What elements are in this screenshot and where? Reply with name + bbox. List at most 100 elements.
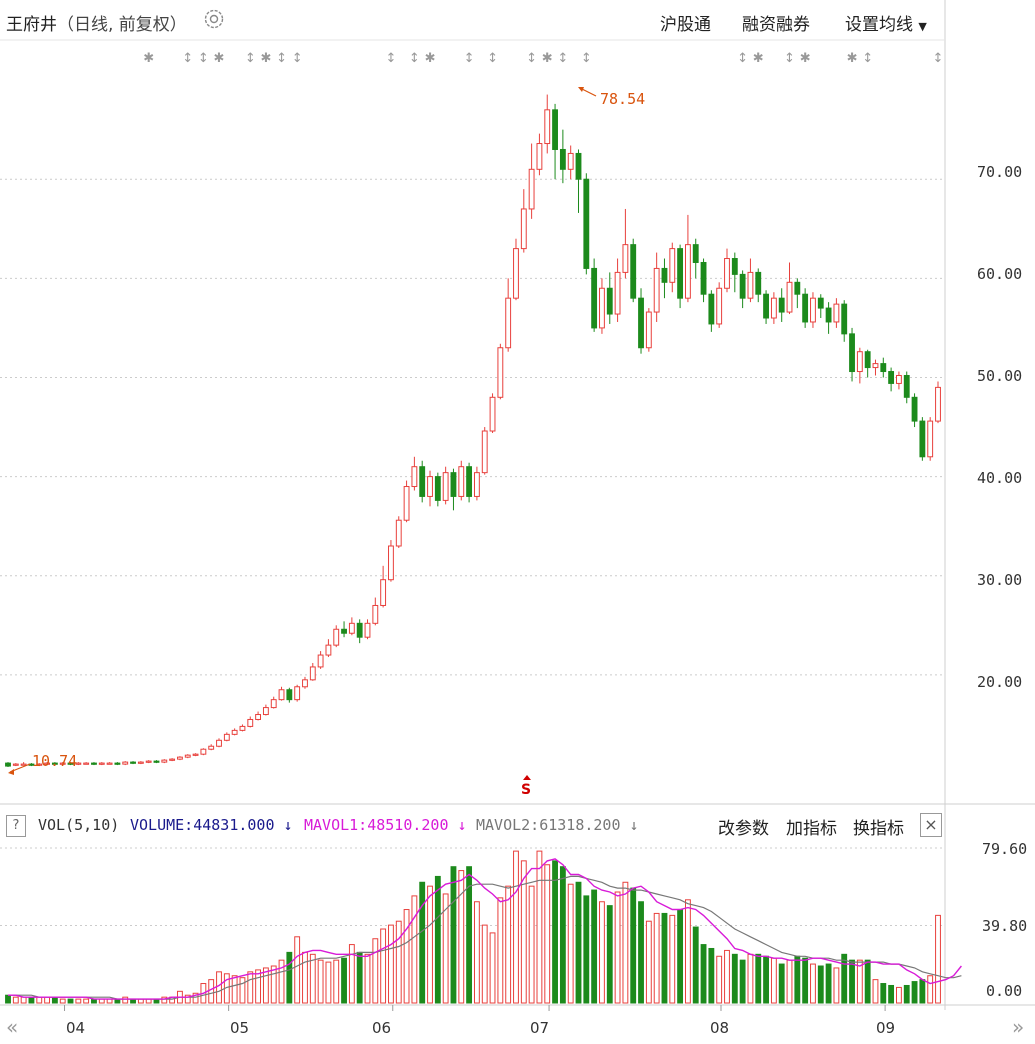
candle-body: [567, 152, 574, 170]
volume-bar: [317, 959, 324, 1004]
month-label: 06: [372, 1019, 392, 1037]
candle-body: [817, 297, 824, 309]
candle-body: [122, 761, 129, 765]
candle-body: [130, 761, 136, 764]
volume-bar: [184, 994, 191, 1004]
mavol2-value: MAVOL2:61318.200 ↓: [476, 816, 639, 834]
candle-body: [184, 754, 191, 758]
volume-bar: [20, 996, 27, 1004]
volume-bar: [731, 953, 738, 1004]
candle-body: [739, 273, 746, 299]
info-marker-icon: ✱: [260, 51, 271, 66]
help-button[interactable]: ?: [6, 815, 26, 837]
candle-body: [536, 143, 543, 170]
candle-body: [91, 762, 97, 765]
info-marker-icon: ↕: [182, 51, 193, 66]
info-marker-icon: ↕: [784, 51, 795, 66]
candle-body: [583, 178, 590, 269]
close-panel-button[interactable]: ×: [920, 813, 942, 837]
volume-bar: [309, 953, 316, 1004]
candle-body: [919, 420, 926, 458]
volume-bar: [325, 961, 332, 1004]
candle-body: [59, 762, 66, 765]
volume-bar: [364, 953, 371, 1004]
volume-bar: [927, 975, 934, 1004]
volume-bar: [333, 959, 340, 1004]
candle-body: [856, 351, 863, 373]
scroll-left-button[interactable]: «: [6, 1015, 19, 1039]
info-marker-icon: ✱: [425, 51, 436, 66]
candle-body: [927, 420, 934, 458]
volume-bar: [856, 959, 863, 1004]
mavol1-line: [8, 858, 962, 1000]
info-marker-icon: ↕: [385, 51, 396, 66]
volume-bar: [669, 914, 676, 1004]
hk-connect-link[interactable]: 沪股通: [660, 15, 711, 35]
candle-body: [692, 244, 699, 263]
candle-body: [473, 472, 480, 497]
price-tick-label: 70.00: [977, 163, 1023, 181]
info-marker-icon: ✱: [847, 51, 858, 66]
volume-bar: [161, 996, 168, 1004]
info-markers: ✱ ↕ ↕ ✱ ↕ ✱ ↕ ↕ ↕ ↕ ✱ ↕ ↕ ↕ ✱ ↕ ↕ ↕ ✱ ↕ ✱ ✱ ↕ ↕: [143, 51, 943, 66]
info-marker-icon: ↕: [581, 51, 592, 66]
candle-body: [497, 347, 504, 398]
volume-bar: [770, 957, 777, 1004]
info-marker-icon: ✱: [753, 51, 764, 66]
volume-bar: [536, 850, 543, 1004]
info-marker-icon: ✱: [143, 51, 154, 66]
volume-bar: [802, 957, 809, 1004]
settings-gear-icon[interactable]: [203, 8, 225, 30]
volume-bar: [684, 899, 691, 1004]
dropdown-caret-icon: ▼: [918, 20, 927, 33]
low-price-label: 10.74: [32, 752, 78, 770]
info-marker-icon: ↕: [198, 51, 209, 66]
volume-bar: [51, 996, 58, 1004]
month-label: 05: [230, 1019, 250, 1037]
switch-indicator-button[interactable]: 换指标: [853, 819, 904, 839]
add-indicator-button[interactable]: 加指标: [786, 819, 837, 839]
volume-bar: [872, 979, 879, 1004]
candle-body: [403, 486, 410, 521]
candle-body: [630, 244, 637, 299]
signal-marker[interactable]: S: [521, 782, 532, 798]
volume-bar: [583, 895, 590, 1004]
candle-body: [599, 287, 605, 329]
volume-bar: [810, 963, 816, 1004]
volume-tick-label: 79.60: [982, 840, 1028, 858]
candle-body: [661, 267, 668, 283]
volume-bar: [411, 895, 418, 1004]
candle-body: [309, 666, 316, 681]
candle-body: [841, 303, 848, 335]
volume-bar: [630, 887, 637, 1004]
volume-bar: [739, 959, 746, 1004]
candle-body: [247, 718, 254, 727]
margin-trading-link[interactable]: 融资融券: [742, 15, 810, 35]
candle-body: [684, 244, 691, 299]
volume-bar: [708, 947, 715, 1004]
volume-bar: [372, 938, 379, 1004]
volume-bar: [864, 959, 871, 1004]
change-params-button[interactable]: 改参数: [718, 819, 769, 839]
volume-value-text: VOLUME:44831.000: [130, 816, 275, 834]
volume-bar: [356, 951, 363, 1004]
volume-bar: [724, 949, 730, 1004]
set-ma-link[interactable]: 设置均线 ▼: [845, 10, 927, 35]
high-price-label: 78.54: [600, 90, 646, 108]
volume-bar: [677, 909, 684, 1004]
volume-bar: [794, 955, 801, 1004]
volume-bar: [513, 850, 519, 1004]
down-arrow-icon: ↓: [283, 816, 293, 834]
candle-body: [239, 725, 246, 731]
candle-body: [44, 762, 50, 765]
candle-body: [333, 628, 340, 646]
month-label: 09: [876, 1019, 896, 1037]
info-marker-icon: ↕: [862, 51, 873, 66]
volume-bar: [348, 944, 355, 1004]
candle-body: [778, 297, 785, 313]
month-label: 04: [66, 1019, 86, 1037]
volume-bar: [763, 955, 769, 1004]
scroll-right-button[interactable]: »: [1012, 1015, 1025, 1039]
candle-body: [505, 297, 512, 349]
candle-body: [419, 466, 426, 497]
